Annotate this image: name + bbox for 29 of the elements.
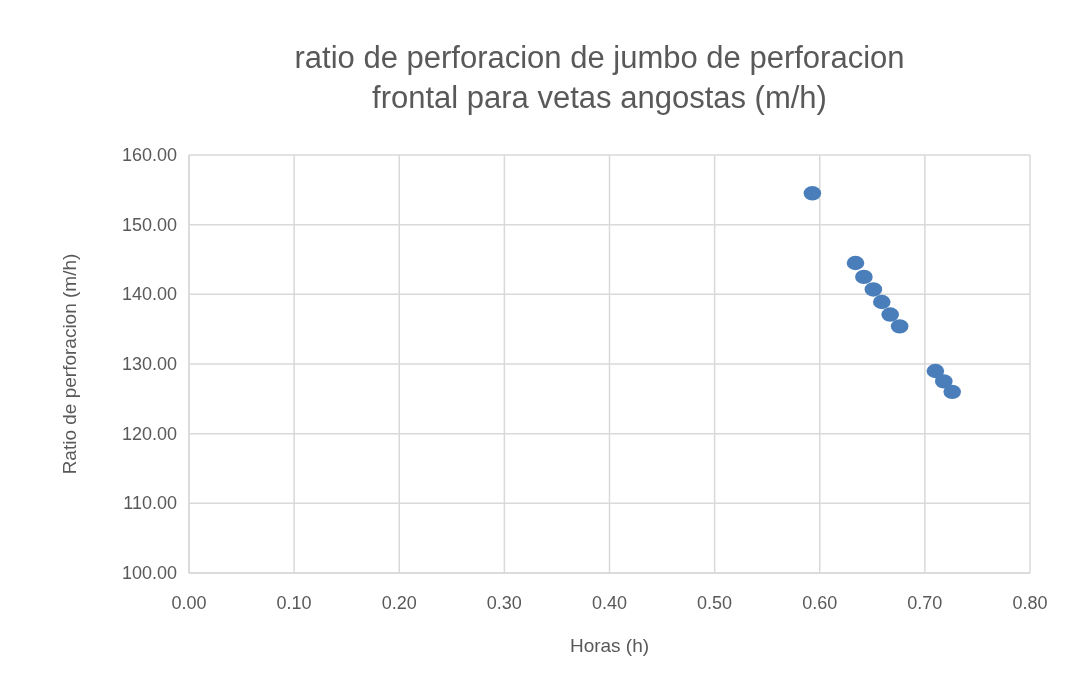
- point: [881, 307, 899, 322]
- y-tick-label: 160.00: [121, 145, 177, 165]
- y-tick-label: 100.00: [121, 563, 177, 583]
- point: [890, 319, 909, 334]
- y-tick-label: 150.00: [121, 214, 177, 235]
- point: [935, 374, 953, 389]
- y-axis-title: Ratio de perforacion (m/h): [59, 253, 80, 475]
- y-tick-label: 130.00: [121, 354, 177, 374]
- point: [864, 282, 883, 297]
- x-tick-label: 0.30: [486, 593, 522, 613]
- x-tick-label: 0.80: [1012, 593, 1048, 613]
- x-tick-label: 0.50: [697, 593, 733, 613]
- x-tick-label: 0.70: [907, 593, 943, 613]
- point: [803, 186, 822, 201]
- chart-title: ratio de perforacion de jumbo de perforacion frontal para vetas angostas (m/h): [294, 40, 905, 115]
- x-tick-label: 0.00: [171, 593, 207, 613]
- x-tick-label: 0.20: [381, 593, 417, 613]
- x-tick-label: 0.10: [276, 593, 312, 613]
- x-tick-label: 0.60: [802, 593, 838, 613]
- x-axis-title: Horas (h): [569, 635, 650, 656]
- point: [926, 363, 945, 379]
- y-tick-label: 110.00: [123, 493, 177, 514]
- point: [846, 255, 865, 271]
- x-tick-label: 0.40: [591, 593, 628, 613]
- y-tick-label: 120.00: [121, 423, 177, 444]
- point: [943, 384, 962, 400]
- point: [855, 269, 873, 285]
- y-tick-label: 140.00: [121, 284, 177, 305]
- point: [872, 294, 891, 310]
